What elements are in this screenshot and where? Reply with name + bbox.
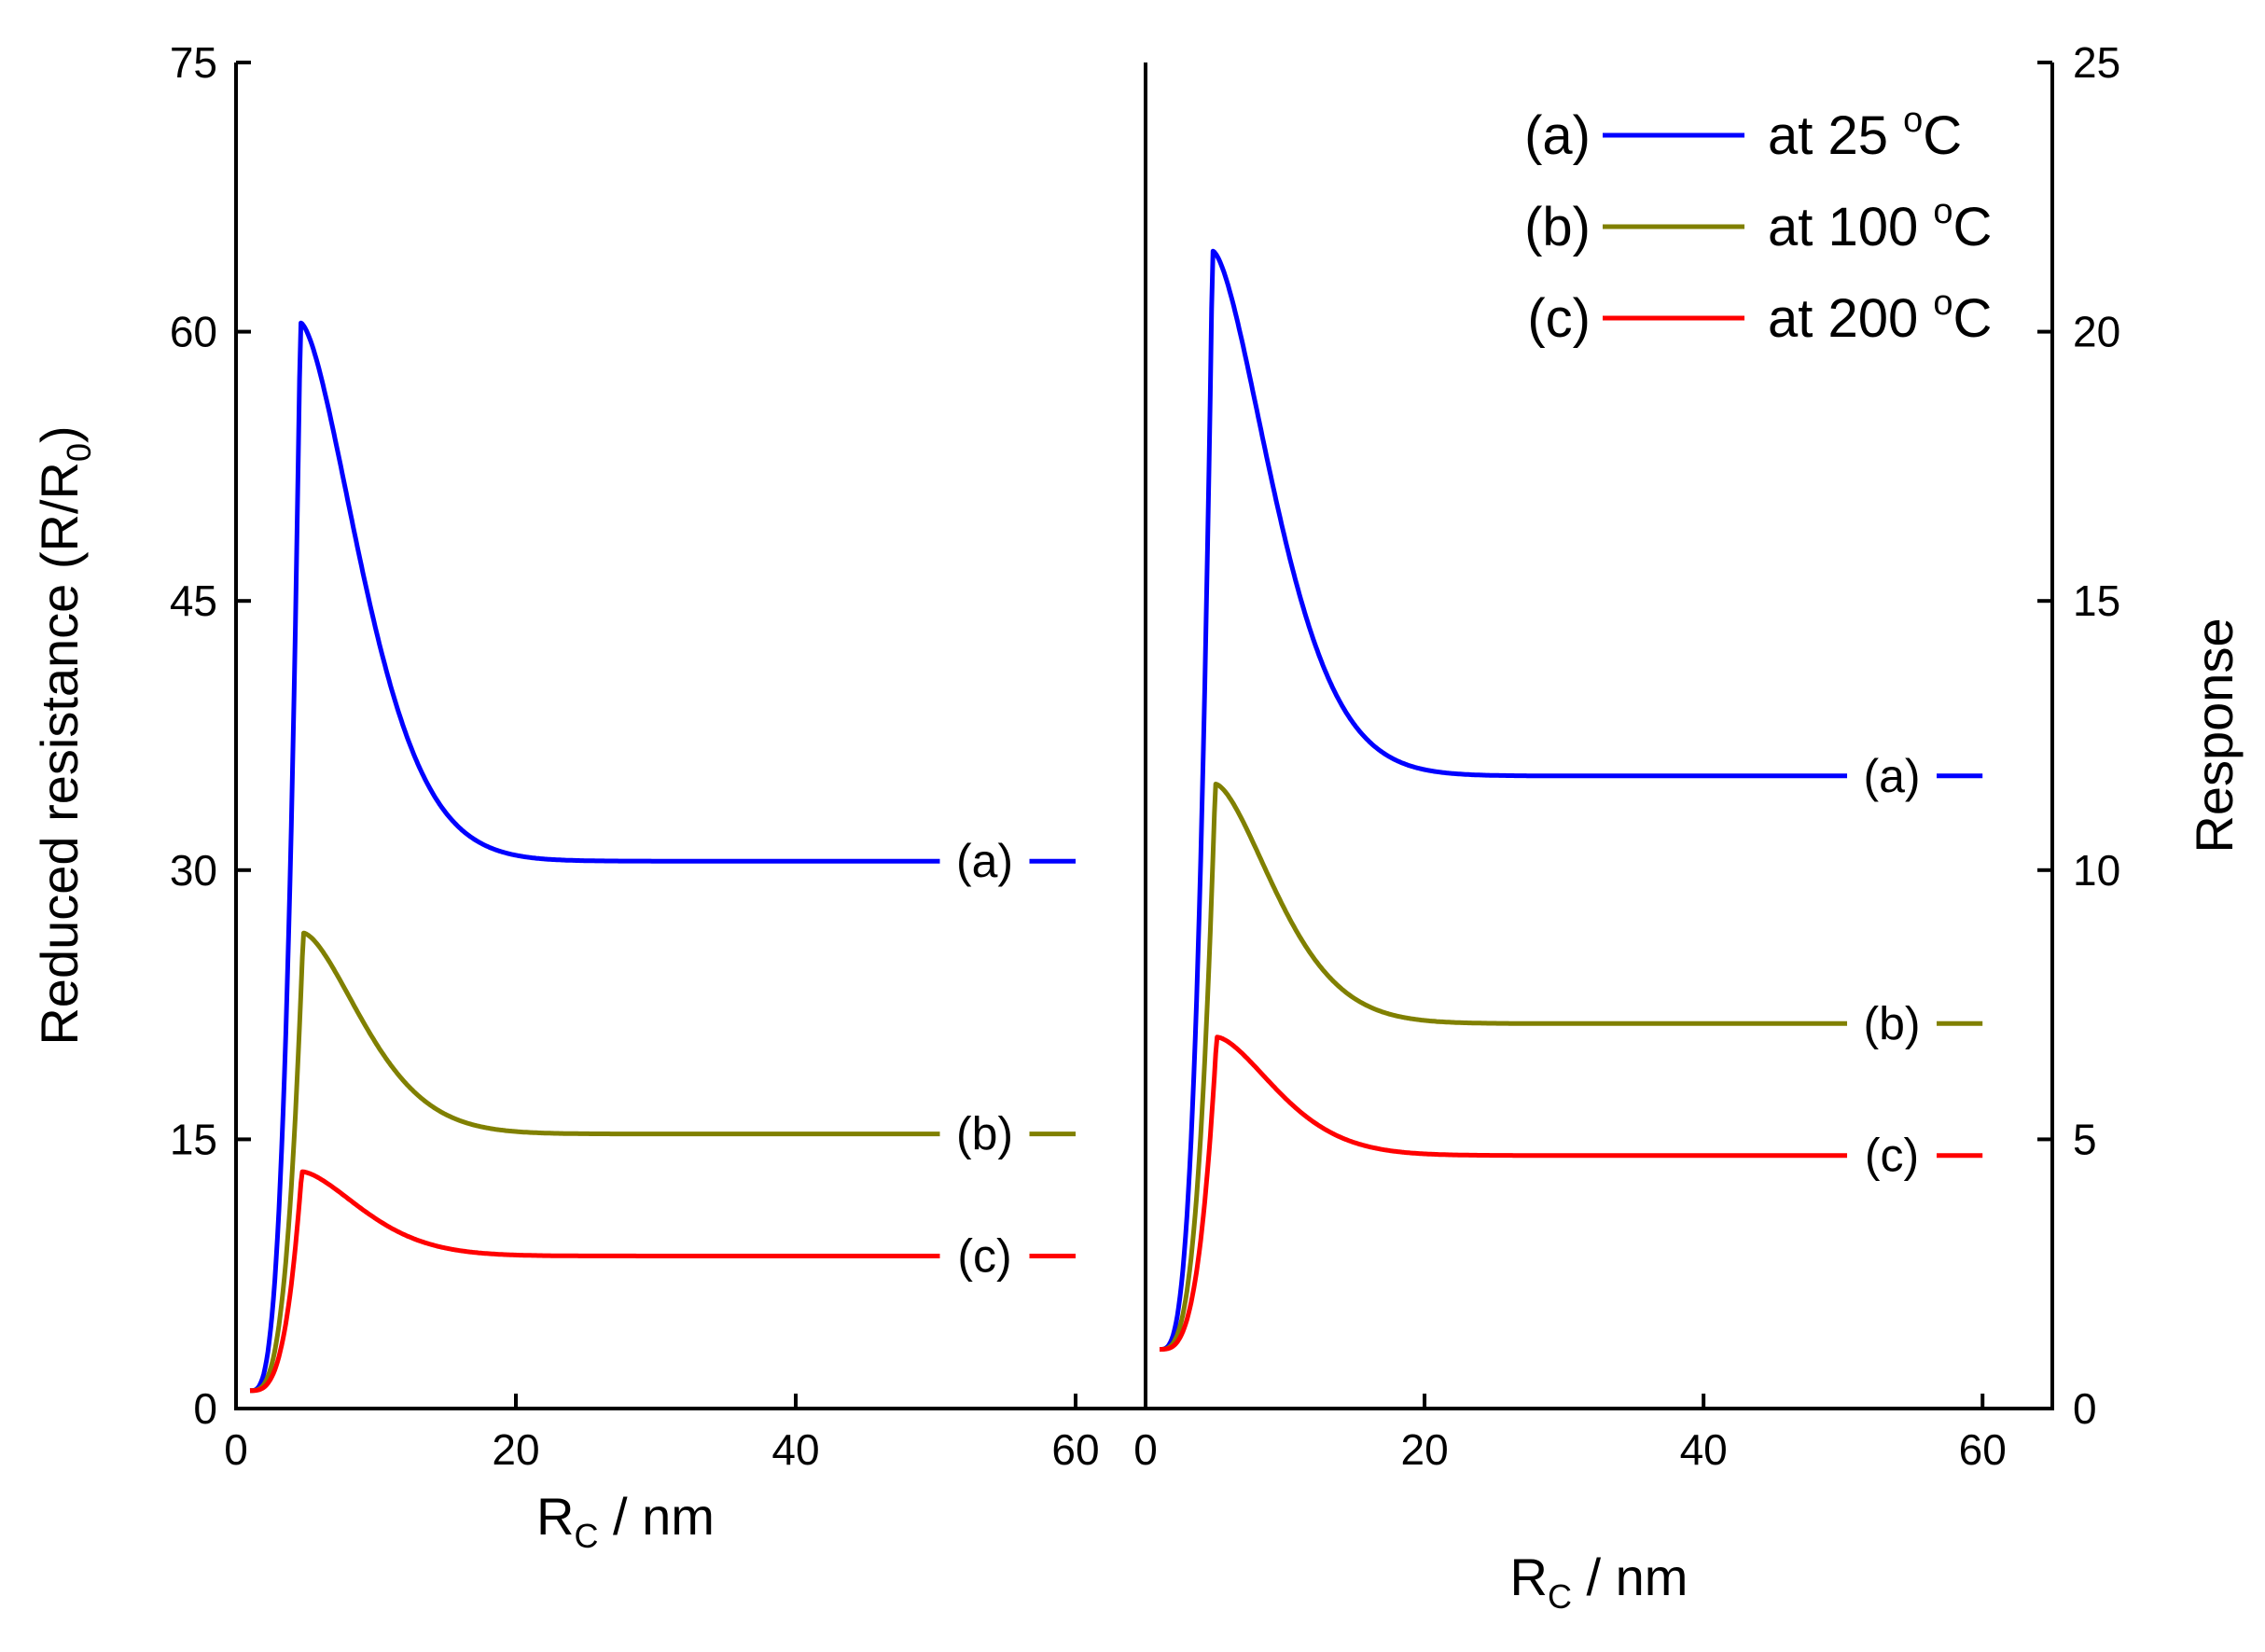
legend-label-text-0: at 25 xyxy=(1768,105,1903,166)
x-axis-title-right: RC / nm xyxy=(1510,1548,1688,1616)
x-tick-label-left-0: 0 xyxy=(224,1425,248,1474)
legend-label-unit-1: C xyxy=(1953,197,1993,257)
legend-tag-1: (b) xyxy=(1524,197,1591,257)
y-axis-title-right: Response xyxy=(2185,618,2244,853)
y-tick-label-right-5: 5 xyxy=(2073,1115,2097,1163)
x-axis-title-main: R xyxy=(1510,1548,1548,1606)
legend-label-2: at 200 oC xyxy=(1768,284,1992,349)
y-tick-label-right-0: 0 xyxy=(2073,1384,2097,1433)
y-tick-label-left-30: 30 xyxy=(170,846,217,895)
x-axis-title-rest: / nm xyxy=(1572,1548,1688,1606)
legend-tag-0: (a) xyxy=(1524,105,1591,166)
x-tick-label-left-20: 20 xyxy=(492,1425,539,1474)
legend-label-deg-0: o xyxy=(1903,101,1923,140)
curve-label-right-b: (b) xyxy=(1863,997,1920,1049)
x-axis-title-main: R xyxy=(536,1487,574,1546)
y-tick-label-right-20: 20 xyxy=(2073,308,2120,356)
curve-label-left-b: (b) xyxy=(956,1108,1013,1160)
curve-label-bg-left-c xyxy=(939,1228,1030,1284)
legend-label-deg-1: o xyxy=(1933,192,1952,231)
legend-label-unit-0: C xyxy=(1923,105,1962,166)
legend-label-0: at 25 oC xyxy=(1768,101,1962,166)
x-tick-label-left-40: 40 xyxy=(771,1425,819,1474)
series-line-right-b xyxy=(1158,782,1984,1352)
series-line-right-c xyxy=(1158,1034,1984,1352)
x-tick-label-right-20: 20 xyxy=(1400,1425,1448,1474)
curve-label-bg-right-c xyxy=(1847,1127,1938,1184)
y-tick-label-left-75: 75 xyxy=(170,38,217,87)
y-axis-title-left: Reduced resistance (R/R0) xyxy=(30,425,98,1045)
legend-label-text-1: at 100 xyxy=(1768,197,1933,257)
series-line-left-b xyxy=(249,930,1077,1394)
y-tick-label-right-25: 25 xyxy=(2073,38,2120,87)
curve-label-bg-right-b xyxy=(1847,995,1938,1052)
x-axis-title-sub: C xyxy=(574,1517,598,1555)
series-line-left-c xyxy=(249,1169,1077,1394)
curve-label-right-a: (a) xyxy=(1863,750,1920,802)
legend-tag-2: (c) xyxy=(1527,288,1591,349)
plot-curves xyxy=(249,248,1984,1394)
plot-ticks xyxy=(234,61,2052,1410)
y-tick-label-left-0: 0 xyxy=(193,1384,217,1433)
curve-label-right-c: (c) xyxy=(1865,1130,1919,1182)
series-line-right-a xyxy=(1158,248,1984,1352)
curve-label-bg-right-a xyxy=(1847,747,1938,804)
x-axis-title-left: RC / nm xyxy=(536,1487,715,1555)
curve-label-left-a: (a) xyxy=(956,835,1013,887)
plot-frame xyxy=(234,62,2054,1410)
legend-label-deg-2: o xyxy=(1933,284,1952,323)
x-tick-label-left-60: 60 xyxy=(1051,1425,1099,1474)
legend-label-text-2: at 200 xyxy=(1768,288,1933,349)
x-axis-title-sub: C xyxy=(1548,1577,1572,1616)
legend-label-unit-2: C xyxy=(1953,288,1993,349)
y-axis-title-sub: 0 xyxy=(60,443,98,462)
x-tick-label-right-60: 60 xyxy=(1959,1425,2007,1474)
y-tick-label-left-60: 60 xyxy=(170,308,217,356)
curve-label-bg-left-a xyxy=(939,833,1030,890)
y-axis-title-end: ) xyxy=(30,425,89,443)
y-tick-label-right-15: 15 xyxy=(2073,576,2120,625)
legend: (a) at 25 oC(b) at 100 oC(c) at 200 oC xyxy=(1524,101,1992,349)
y-tick-label-right-10: 10 xyxy=(2073,846,2120,895)
y-tick-label-left-45: 45 xyxy=(170,576,217,625)
legend-label-1: at 100 oC xyxy=(1768,192,1992,257)
curve-label-bg-left-b xyxy=(939,1105,1030,1162)
x-tick-label-right-0: 0 xyxy=(1133,1425,1158,1474)
x-axis-title-rest: / nm xyxy=(598,1487,714,1546)
series-line-left-a xyxy=(249,320,1077,1394)
curve-label-left-c: (c) xyxy=(957,1229,1011,1282)
y-tick-label-left-15: 15 xyxy=(170,1115,217,1163)
x-tick-label-right-40: 40 xyxy=(1680,1425,1728,1474)
y-axis-title-main: Reduced resistance (R/R xyxy=(30,462,89,1046)
